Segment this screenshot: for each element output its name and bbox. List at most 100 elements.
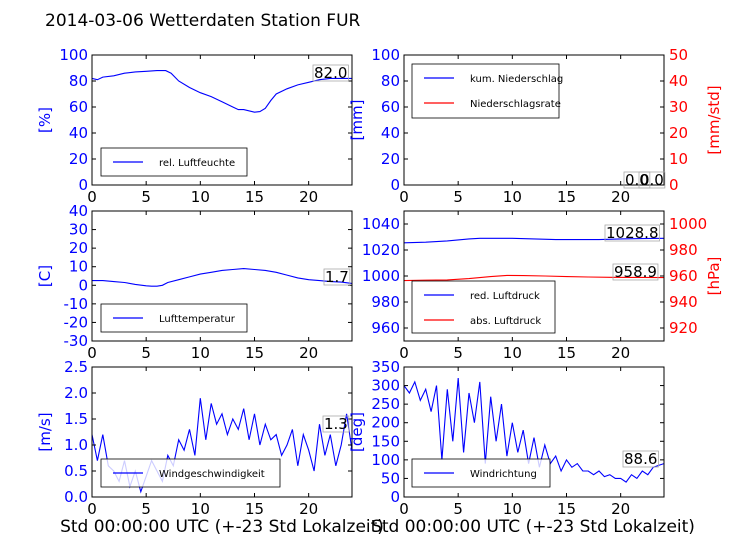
x-tick-label: 0 — [399, 188, 409, 206]
series-line-6-1 — [404, 378, 664, 483]
y-tick-label: 40 — [381, 124, 400, 142]
legend-label: Niederschlagsrate — [470, 99, 561, 110]
y-tick-label: 1040 — [362, 215, 400, 233]
y-tick-label: 100 — [371, 46, 400, 64]
y-tick-label: 50 — [381, 469, 400, 487]
legend: rel. Luftfeuchte — [100, 147, 248, 177]
value-annotation: 82.0 — [314, 64, 347, 82]
annotation-box — [622, 450, 659, 468]
x-axis-label-left: Std 00:00:00 UTC (+-23 Std Lokalzeit) — [60, 517, 384, 537]
y-tick-label: 980 — [371, 293, 400, 311]
y-tick-label: 1020 — [362, 241, 400, 259]
y-tick-label: 100 — [371, 451, 400, 469]
y2-tick-label: 960 — [669, 267, 698, 285]
legend-label: red. Luftdruck — [470, 291, 540, 302]
value-annotation: 1.3 — [324, 415, 348, 433]
chart-panel-3: 0 5 10 15 20-30-20-10010203040[C]Lufttempera… — [36, 202, 353, 362]
legend: Windrichtung — [411, 458, 551, 488]
annotation-box — [322, 415, 350, 433]
x-tick-label: 15 — [245, 344, 264, 362]
y2-tick-label: 10 — [669, 150, 688, 168]
legend-label: Lufttemperatur — [159, 314, 236, 325]
annotation-box — [612, 263, 659, 281]
y2-tick-label: 980 — [669, 241, 698, 259]
x-tick-label: 5 — [141, 188, 151, 206]
x-tick-label: 0 — [87, 344, 97, 362]
x-tick-label: 0 — [399, 500, 409, 518]
x-tick-label: 0 — [87, 188, 97, 206]
y2-tick-label: 40 — [669, 72, 688, 90]
y-tick-label: 30 — [69, 221, 88, 239]
chart-panel-2: 0 5 10 15 20 0 20 40 60 80 100 0 10 20 30 40 50 [mm] [mm/s… — [348, 46, 723, 206]
y-tick-label: 100 — [59, 46, 88, 64]
annotation-box — [604, 224, 660, 242]
plot-frame — [91, 54, 353, 186]
series-line-3-1 — [92, 268, 352, 287]
value-annotation: 1028.8 — [606, 224, 659, 242]
y-axis-label: [C] — [36, 265, 54, 287]
x-tick-label: 20 — [299, 500, 318, 518]
y-tick-label: 0.0 — [64, 488, 88, 506]
series-line-4-1 — [404, 237, 664, 244]
plot-frame — [91, 210, 353, 342]
x-tick-label: 10 — [191, 500, 210, 518]
y2-tick-label: 920 — [669, 319, 698, 337]
annotation-box — [312, 64, 349, 82]
x-tick-label: 5 — [141, 500, 151, 518]
y-tick-label: 250 — [371, 395, 400, 413]
x-tick-label: 15 — [245, 500, 264, 518]
legend: Lufttemperatur — [100, 303, 248, 333]
legend-label: rel. Luftfeuchte — [159, 158, 235, 169]
y-tick-label: -30 — [64, 332, 89, 350]
value-annotation: 958.9 — [614, 263, 657, 281]
x-tick-label: 20 — [299, 344, 318, 362]
y-tick-label: 200 — [371, 414, 400, 432]
y-tick-label: 350 — [371, 358, 400, 376]
x-tick-label: 15 — [557, 344, 576, 362]
y-tick-label: 1.5 — [64, 410, 88, 428]
y-tick-label: 0 — [390, 488, 400, 506]
y-tick-label: 300 — [371, 377, 400, 395]
figure-title: 2014-03-06 Wetterdaten Station FUR — [45, 11, 361, 31]
y-tick-label: 40 — [69, 202, 88, 220]
plot-frame — [91, 366, 353, 498]
y-tick-label: 10 — [69, 258, 88, 276]
y2-axis-label: [hPa] — [705, 257, 723, 296]
x-tick-label: 15 — [245, 188, 264, 206]
y-tick-label: 20 — [69, 239, 88, 257]
y-tick-label: 0 — [78, 176, 88, 194]
series-line-1-1 — [92, 70, 352, 113]
y-tick-label: 2.0 — [64, 384, 88, 402]
legend: kum. Niederschlag Niederschlagsrate — [411, 63, 563, 119]
chart-panel-6: 0 5 10 15 20050100150200250300350[deg]Windri… — [348, 358, 665, 518]
y-tick-label: 0.5 — [64, 462, 88, 480]
y-tick-label: 20 — [381, 150, 400, 168]
x-tick-label: 15 — [557, 500, 576, 518]
x-tick-label: 20 — [611, 188, 630, 206]
y-tick-label: 60 — [381, 98, 400, 116]
x-tick-label: 20 — [299, 188, 318, 206]
value-annotation: 0.0 — [640, 171, 664, 189]
legend: red. Luftdruck abs. Luftdruck — [411, 280, 556, 334]
y-tick-label: 40 — [69, 124, 88, 142]
plot-frame — [403, 366, 665, 498]
x-tick-label: 0 — [399, 344, 409, 362]
chart-panel-5: 0 5 10 15 20 0.0 0.5 1.0 1.5 2.0 2.5 [m/s] Windgesch… — [36, 358, 353, 518]
x-tick-label: 5 — [453, 188, 463, 206]
y-tick-label: 1000 — [362, 267, 400, 285]
value-annotation: 1.7 — [325, 268, 349, 286]
x-tick-label: 15 — [557, 188, 576, 206]
plot-frame — [403, 54, 665, 186]
x-tick-label: 5 — [141, 344, 151, 362]
y-tick-label: -20 — [64, 313, 89, 331]
x-tick-label: 20 — [611, 344, 630, 362]
legend-label: Windgeschwindigkeit — [159, 469, 265, 480]
x-tick-label: 10 — [503, 344, 522, 362]
y-axis-label: [m/s] — [36, 412, 54, 451]
chart-panel-1: 0 5 10 15 20 0 20 40 60 80 100 [%] rel. Luftfeuchte 8… — [36, 46, 353, 206]
x-tick-label: 10 — [191, 188, 210, 206]
y-tick-label: 1.0 — [64, 436, 88, 454]
y-axis-label: [mm] — [348, 100, 366, 141]
y2-axis-label: [mm/std] — [705, 85, 723, 154]
